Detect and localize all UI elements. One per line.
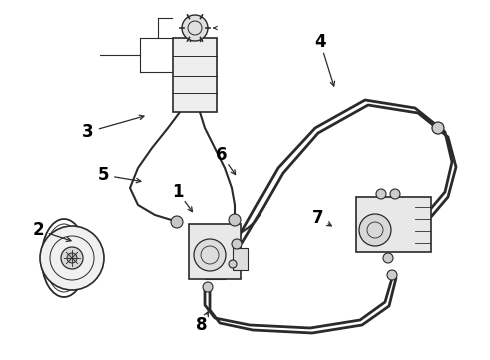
Bar: [356, 197, 431, 252]
Circle shape: [229, 260, 237, 268]
Circle shape: [229, 214, 241, 226]
Bar: [189, 224, 241, 279]
Text: 8: 8: [196, 316, 208, 334]
Circle shape: [232, 239, 242, 249]
Circle shape: [67, 253, 77, 263]
Text: 1: 1: [172, 183, 184, 201]
Text: 3: 3: [82, 123, 94, 141]
Bar: [173, 38, 217, 112]
Circle shape: [387, 270, 397, 280]
Circle shape: [203, 282, 213, 292]
Circle shape: [171, 216, 183, 228]
Bar: [233, 248, 248, 270]
Circle shape: [359, 214, 391, 246]
Circle shape: [194, 239, 226, 271]
Text: 4: 4: [314, 33, 326, 51]
Circle shape: [390, 189, 400, 199]
Circle shape: [376, 189, 386, 199]
Text: 7: 7: [312, 209, 324, 227]
Circle shape: [61, 247, 83, 269]
Circle shape: [432, 122, 444, 134]
Text: 2: 2: [32, 221, 44, 239]
Text: 5: 5: [97, 166, 109, 184]
Circle shape: [182, 15, 208, 41]
Circle shape: [40, 226, 104, 290]
Circle shape: [383, 253, 393, 263]
Text: 6: 6: [216, 146, 228, 164]
